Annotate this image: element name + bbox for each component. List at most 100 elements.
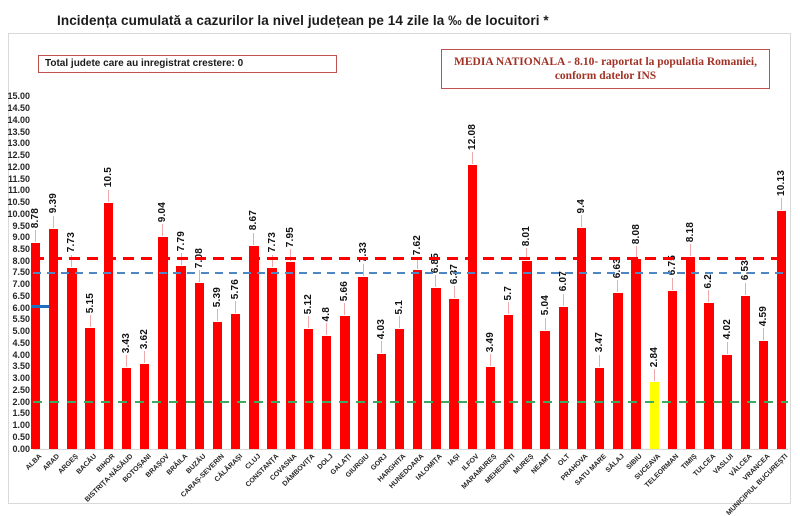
- national-average-box: MEDIA NATIONALA - 8.10- raportat la popu…: [441, 49, 770, 89]
- bar-iasi: [449, 299, 459, 449]
- y-tick-label: 8.00: [12, 255, 30, 266]
- growth-counties-text: Total judete care au inregistrat crester…: [45, 58, 244, 69]
- bar-value-label: 6.37: [448, 264, 460, 285]
- y-tick-label: 13.00: [7, 138, 30, 149]
- bar-vrancea: [758, 341, 769, 449]
- bar-value-label: 9.39: [48, 193, 60, 214]
- bar-constanta: [267, 267, 277, 449]
- bar-value-label: 8.01: [521, 225, 533, 247]
- bar-value-label: 5.1: [394, 299, 405, 315]
- bar-value-label: 8.67: [248, 210, 260, 231]
- bar-brasov: [158, 236, 168, 449]
- bar-value-label: 2.84: [648, 347, 660, 368]
- y-tick-label: 1.50: [12, 408, 30, 419]
- x-axis-line: [33, 449, 788, 450]
- bar-value-label: 7.95: [284, 227, 296, 248]
- value-label-leader: [763, 328, 764, 341]
- value-label-leader: [89, 315, 91, 328]
- value-label-leader: [471, 152, 473, 165]
- bar-value-label: 5.04: [539, 295, 551, 316]
- bar-dambovita: [303, 328, 314, 449]
- value-label-leader: [71, 254, 73, 267]
- bar-caras-severin: [212, 322, 223, 449]
- value-label-leader: [308, 315, 309, 328]
- bar-mures: [522, 261, 532, 449]
- bar-value-label: 3.47: [594, 332, 606, 353]
- bar-value-label: 12.08: [466, 124, 478, 151]
- bar-value-label: 5.39: [212, 287, 223, 308]
- bar-value-label: 9.04: [157, 201, 169, 222]
- value-label-leader: [326, 323, 328, 336]
- green-reference-line: [33, 400, 788, 404]
- y-tick-label: 1.00: [12, 420, 30, 431]
- value-label-leader: [672, 277, 673, 290]
- bar-maramures: [485, 367, 496, 449]
- value-label-leader: [417, 257, 419, 270]
- value-label-leader: [617, 280, 619, 293]
- bar-value-label: 10.13: [776, 170, 788, 197]
- bar-braila: [176, 266, 186, 449]
- value-label-leader: [544, 317, 546, 330]
- value-label-leader: [690, 244, 692, 256]
- bar-value-label: 8.08: [630, 224, 642, 245]
- bar-cluj: [249, 245, 259, 449]
- value-label-leader: [235, 300, 237, 313]
- chart-title: Incidența cumulată a cazurilor la nivel …: [57, 13, 549, 28]
- blue-reference-line: [33, 271, 788, 274]
- bar-value-label: 10.5: [102, 167, 114, 188]
- y-tick-label: 6.00: [12, 302, 30, 313]
- bar-arad: [48, 228, 59, 449]
- bar-satu-mare: [594, 367, 605, 449]
- bar-value-label: 5.76: [230, 278, 242, 299]
- value-label-leader: [562, 293, 564, 306]
- y-tick-label: 7.00: [12, 279, 30, 290]
- bar-municipiul-bucuresti: [776, 211, 787, 449]
- value-label-leader: [126, 355, 127, 368]
- bar-bistrita-nasaud: [121, 368, 132, 449]
- bar-value-label: 9.4: [576, 198, 587, 214]
- bar-value-label: 6.53: [739, 260, 751, 281]
- y-tick-label: 9.00: [12, 232, 30, 243]
- bar-harghita: [394, 329, 405, 449]
- bar-hunedoara: [412, 270, 423, 449]
- x-axis-label: IAȘI: [447, 453, 463, 468]
- bar-prahova: [576, 228, 587, 449]
- value-label-leader: [599, 354, 601, 367]
- value-label-leader: [289, 249, 291, 262]
- y-tick-label: 0.50: [12, 431, 30, 442]
- bar-timis: [685, 257, 696, 449]
- y-tick-label: 11.00: [7, 185, 30, 196]
- x-axis-label: ALBA: [24, 453, 44, 472]
- value-label-leader: [217, 309, 218, 322]
- value-label-leader: [435, 275, 437, 288]
- value-label-leader: [380, 341, 382, 354]
- y-tick-label: 10.00: [7, 208, 30, 219]
- growth-counties-box: Total judete care au inregistrat crester…: [38, 55, 337, 73]
- value-label-leader: [453, 286, 455, 299]
- value-label-leader: [162, 223, 164, 236]
- value-label-leader: [781, 198, 783, 211]
- value-label-leader: [344, 303, 346, 316]
- value-label-leader: [635, 246, 637, 259]
- blue-marker: [31, 304, 49, 308]
- value-label-leader: [726, 341, 728, 354]
- bar-ilfov: [467, 165, 478, 449]
- y-tick-label: 4.50: [12, 337, 30, 348]
- value-label-leader: [581, 215, 582, 228]
- y-tick-label: 11.50: [7, 173, 30, 184]
- value-label-leader: [362, 263, 364, 276]
- bar-value-label: 6.63: [612, 258, 624, 279]
- y-tick-label: 12.50: [7, 150, 30, 161]
- y-tick-label: 3.50: [12, 361, 30, 372]
- value-label-leader: [653, 369, 655, 382]
- value-label-leader: [107, 189, 109, 202]
- bar-value-label: 5.66: [339, 280, 351, 302]
- bar-value-label: 5.7: [503, 285, 515, 301]
- value-label-leader: [35, 229, 36, 242]
- y-tick-label: 14.00: [7, 114, 30, 125]
- bar-bacau: [85, 328, 95, 449]
- y-tick-label: 4.00: [12, 349, 30, 360]
- y-tick-label: 8.50: [12, 244, 30, 254]
- bar-arges: [67, 267, 77, 449]
- bar-salaj: [613, 293, 623, 449]
